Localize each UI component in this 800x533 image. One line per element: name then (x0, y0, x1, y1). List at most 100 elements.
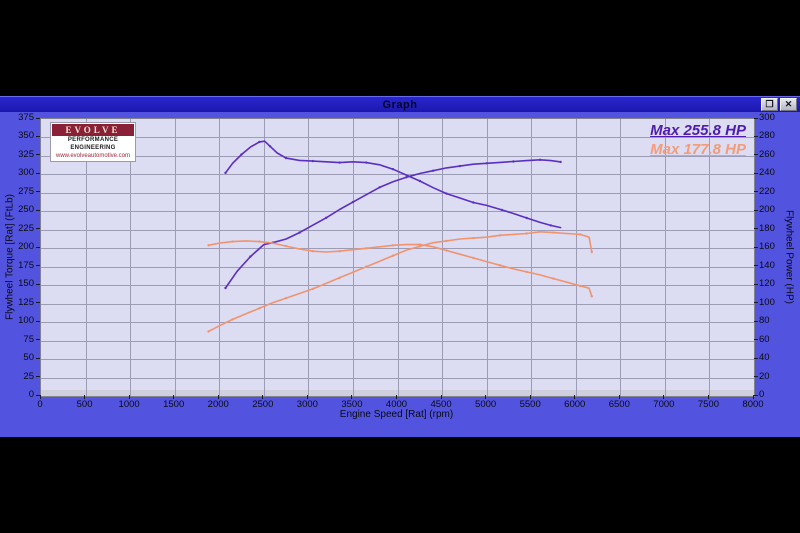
series-run2-power (207, 231, 593, 333)
brand-logo: EVOLVE PERFORMANCE ENGINEERING www.evolv… (50, 122, 136, 162)
legend: Max 255.8 HP Max 177.8 HP (650, 121, 746, 159)
x-tick-label: 2500 (252, 399, 274, 410)
x-tick-label: 3000 (296, 399, 318, 410)
x-tick-label: 0 (37, 399, 43, 410)
y-right-tick-label: 100 (759, 296, 775, 308)
x-tick (262, 395, 264, 399)
y-left-tick (36, 246, 40, 248)
series-run1-torque (224, 140, 562, 229)
x-axis-title: Engine Speed [Rat] (rpm) (339, 409, 454, 420)
y-left-tick-label: 175 (18, 259, 34, 271)
y-left-tick-label: 25 (23, 370, 34, 382)
legend-item: Max 177.8 HP (650, 141, 746, 158)
y-left-tick-label: 250 (18, 204, 34, 216)
y-left-tick (36, 265, 40, 267)
x-tick-label: 5000 (475, 399, 497, 410)
y-left-tick-label: 325 (18, 148, 34, 160)
brand-logo-url: www.evolveautomotive.com (55, 153, 131, 159)
x-tick (529, 395, 531, 399)
y-right-tick-label: 200 (759, 204, 775, 216)
x-tick (84, 395, 86, 399)
y-right-tick-label: 240 (759, 167, 775, 179)
x-tick (574, 395, 576, 399)
y-left-tick (36, 172, 40, 174)
y-right-tick (754, 320, 758, 322)
y-left-tick-label: 300 (18, 167, 34, 179)
y-right-tick-label: 260 (759, 148, 775, 160)
y-left-tick (36, 357, 40, 359)
y-left-tick (36, 135, 40, 137)
dyno-curves-svg (41, 119, 754, 396)
x-tick (485, 395, 487, 399)
y-right-tick (754, 376, 758, 378)
y-right-tick (754, 394, 758, 396)
x-tick-label: 8000 (742, 399, 764, 410)
x-tick-label: 500 (76, 399, 93, 410)
restore-icon[interactable]: ❐ (761, 98, 778, 111)
y-axis-right-title: Flywheel Power (HP) (783, 210, 795, 304)
graph-window: Graph ❐ ✕ EVOLVE PERFORMANCE ENGINEERING… (0, 96, 800, 437)
y-right-tick (754, 209, 758, 211)
x-tick (618, 395, 620, 399)
y-left-tick (36, 302, 40, 304)
chart-area: EVOLVE PERFORMANCE ENGINEERING www.evolv… (0, 112, 800, 438)
y-right-tick-label: 300 (759, 112, 775, 123)
y-left-tick (36, 339, 40, 341)
x-tick-label: 1000 (118, 399, 140, 410)
y-left-tick-label: 350 (18, 130, 34, 142)
y-right-tick (754, 265, 758, 267)
y-right-tick (754, 135, 758, 137)
x-tick (39, 395, 41, 399)
y-right-tick-label: 140 (759, 259, 775, 271)
y-right-tick-label: 280 (759, 130, 775, 142)
y-left-tick (36, 376, 40, 378)
y-left-tick-label: 150 (18, 278, 34, 290)
y-left-tick (36, 154, 40, 156)
y-left-tick (36, 117, 40, 119)
x-tick (173, 395, 175, 399)
y-left-tick-label: 100 (18, 315, 34, 327)
y-left-tick (36, 394, 40, 396)
y-left-tick-label: 200 (18, 241, 34, 253)
y-left-tick-label: 50 (23, 352, 34, 364)
y-axis-left-title: Flywheel Torque [Rat] (FtLb) (4, 194, 16, 320)
x-tick-label: 1500 (163, 399, 185, 410)
series-run1-power (224, 158, 562, 290)
y-right-tick (754, 283, 758, 285)
x-tick-label: 6500 (608, 399, 630, 410)
y-right-tick (754, 339, 758, 341)
y-right-tick-label: 20 (759, 370, 770, 382)
x-tick (351, 395, 353, 399)
y-left-tick-label: 0 (28, 389, 34, 400)
y-left-tick (36, 191, 40, 193)
y-left-tick (36, 283, 40, 285)
legend-item: Max 255.8 HP (650, 122, 746, 139)
x-tick-label: 3500 (341, 399, 363, 410)
y-left-tick (36, 228, 40, 230)
y-right-tick-label: 220 (759, 185, 775, 197)
x-tick (663, 395, 665, 399)
y-right-tick-label: 180 (759, 222, 775, 234)
y-right-tick (754, 228, 758, 230)
y-right-tick (754, 172, 758, 174)
x-tick-label: 6000 (564, 399, 586, 410)
x-tick (440, 395, 442, 399)
window-titlebar[interactable]: Graph ❐ ✕ (0, 97, 800, 112)
window-controls: ❐ ✕ (761, 98, 797, 111)
y-right-tick-label: 160 (759, 241, 775, 253)
x-tick-label: 7000 (653, 399, 675, 410)
y-right-tick-label: 80 (759, 315, 770, 327)
y-left-tick-label: 375 (18, 112, 34, 123)
brand-logo-wordmark: EVOLVE (52, 124, 134, 136)
y-right-tick (754, 357, 758, 359)
x-tick-label: 4000 (385, 399, 408, 410)
x-tick (217, 395, 219, 399)
y-right-tick (754, 191, 758, 193)
x-tick (306, 395, 308, 399)
y-right-tick-label: 60 (759, 333, 770, 345)
y-right-tick (754, 246, 758, 248)
x-tick (752, 395, 754, 399)
close-icon[interactable]: ✕ (780, 98, 797, 111)
y-left-tick-label: 125 (18, 296, 34, 308)
